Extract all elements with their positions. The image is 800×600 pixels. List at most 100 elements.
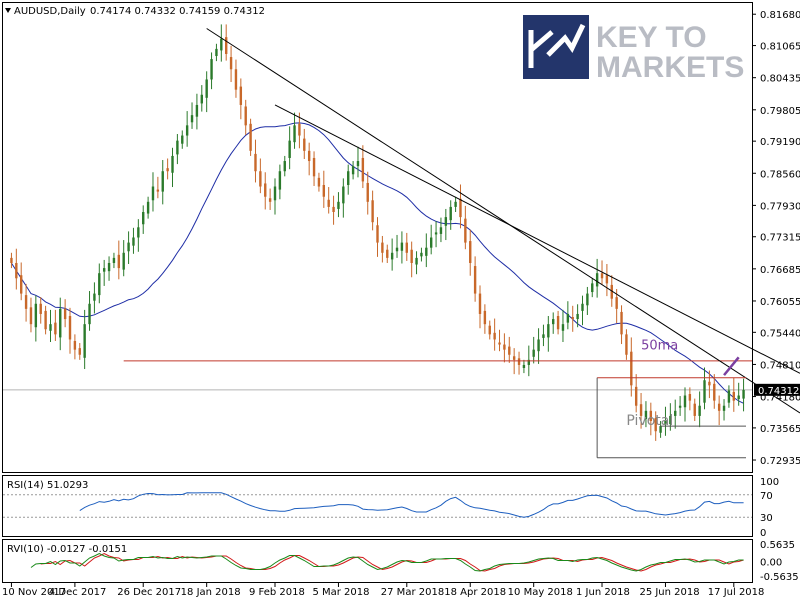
candle-body bbox=[425, 247, 428, 256]
candle-body bbox=[420, 252, 423, 257]
candle-body bbox=[400, 242, 404, 251]
y-tick-label: 0.73565 bbox=[760, 424, 800, 435]
candle-body bbox=[112, 257, 116, 263]
candle-body bbox=[410, 249, 413, 263]
candle-body bbox=[347, 171, 350, 185]
candle-body bbox=[434, 232, 438, 235]
candle-body bbox=[259, 171, 262, 187]
candle-body bbox=[537, 339, 540, 352]
candle-body bbox=[332, 206, 335, 213]
candle-body bbox=[78, 348, 81, 355]
candle-body bbox=[581, 303, 584, 311]
candle-body bbox=[215, 48, 218, 57]
y-tick-label: 0.81680 bbox=[760, 10, 800, 21]
candle-body bbox=[478, 293, 482, 314]
candle-body bbox=[356, 161, 360, 167]
candle-body bbox=[503, 344, 506, 350]
candle-body bbox=[210, 59, 213, 80]
rvi-signal-line bbox=[40, 552, 744, 572]
candle-body bbox=[327, 199, 330, 207]
candle-body bbox=[34, 303, 38, 328]
candle-body bbox=[166, 168, 169, 172]
candle-body bbox=[444, 217, 448, 226]
rvi-tick-label: 0.00 bbox=[760, 558, 782, 569]
candle-body bbox=[371, 200, 374, 223]
ma-arrow bbox=[723, 356, 740, 376]
candle-body bbox=[713, 383, 716, 401]
candle-body bbox=[634, 386, 638, 406]
candle-body bbox=[88, 303, 91, 325]
rsi-tick-label: 0 bbox=[760, 528, 766, 539]
candle-body bbox=[386, 249, 389, 258]
y-tick-label: 0.77315 bbox=[760, 233, 800, 244]
candle-body bbox=[395, 247, 399, 252]
x-tick-label: 10 May 2018 bbox=[508, 587, 573, 598]
candle-body bbox=[566, 313, 570, 323]
candle-body bbox=[132, 237, 135, 246]
y-tick-label: 0.79190 bbox=[760, 137, 800, 148]
candle-body bbox=[552, 319, 555, 325]
candle-body bbox=[195, 104, 199, 117]
candle-body bbox=[181, 135, 184, 144]
pivot-label: Pivotal bbox=[626, 413, 673, 429]
candle-body bbox=[278, 171, 282, 190]
candle-body bbox=[439, 227, 443, 234]
candle-body bbox=[102, 268, 106, 272]
candle-body bbox=[68, 316, 72, 340]
candle-body bbox=[727, 390, 731, 403]
collapse-icon[interactable] bbox=[5, 8, 11, 13]
candle-body bbox=[83, 324, 86, 358]
candle-body bbox=[615, 297, 618, 309]
logo-k-icon bbox=[528, 23, 586, 68]
candle-body bbox=[151, 186, 155, 201]
candle-body bbox=[630, 351, 633, 386]
candle-body bbox=[337, 201, 340, 209]
candle-body bbox=[517, 358, 521, 365]
candle-body bbox=[307, 150, 311, 162]
y-tick-label: 0.76685 bbox=[760, 265, 800, 276]
candle-body bbox=[688, 394, 692, 401]
candle-body bbox=[542, 334, 545, 338]
candle-body bbox=[234, 69, 238, 90]
candle-body bbox=[244, 106, 247, 126]
rsi-tick-label: 30 bbox=[760, 513, 773, 524]
last-price-badge bbox=[754, 383, 800, 396]
candle-body bbox=[376, 225, 379, 243]
candle-body bbox=[586, 293, 589, 306]
candle-body bbox=[737, 395, 740, 400]
rvi-panel-frame bbox=[2, 539, 753, 583]
candle-body bbox=[146, 201, 150, 214]
candle-body bbox=[117, 254, 121, 269]
candle-body bbox=[742, 389, 745, 399]
candle-body bbox=[283, 161, 286, 172]
candle-body bbox=[93, 293, 96, 301]
candle-body bbox=[454, 201, 457, 207]
x-tick-label: 25 Jun 2018 bbox=[639, 587, 699, 598]
candle-body bbox=[190, 115, 194, 123]
y-tick-label: 0.77930 bbox=[760, 201, 800, 212]
candle-body bbox=[200, 94, 203, 104]
price-panel-frame bbox=[2, 2, 753, 473]
candle-body bbox=[469, 241, 472, 263]
y-tick-label: 0.75440 bbox=[760, 328, 800, 339]
symbol-label: AUDUSD,Daily bbox=[14, 6, 86, 17]
candle-body bbox=[107, 262, 111, 272]
candle-body bbox=[293, 125, 296, 143]
x-tick-label: 5 Mar 2018 bbox=[312, 587, 369, 598]
x-tick-label: 9 Feb 2018 bbox=[249, 587, 305, 598]
candle-body bbox=[571, 317, 574, 320]
candle-body bbox=[498, 342, 501, 345]
candle-body bbox=[239, 86, 243, 105]
candle-body bbox=[161, 171, 164, 192]
candle-body bbox=[600, 273, 604, 279]
y-tick-label: 0.76055 bbox=[760, 297, 800, 308]
candle-body bbox=[122, 252, 125, 270]
candle-body bbox=[249, 123, 252, 151]
candle-body bbox=[342, 186, 345, 204]
rvi-main-line bbox=[30, 552, 744, 572]
candle-body bbox=[620, 311, 623, 335]
last-price-label: 0.74312 bbox=[758, 386, 799, 397]
candle-body bbox=[493, 332, 496, 340]
candle-body bbox=[459, 198, 462, 218]
